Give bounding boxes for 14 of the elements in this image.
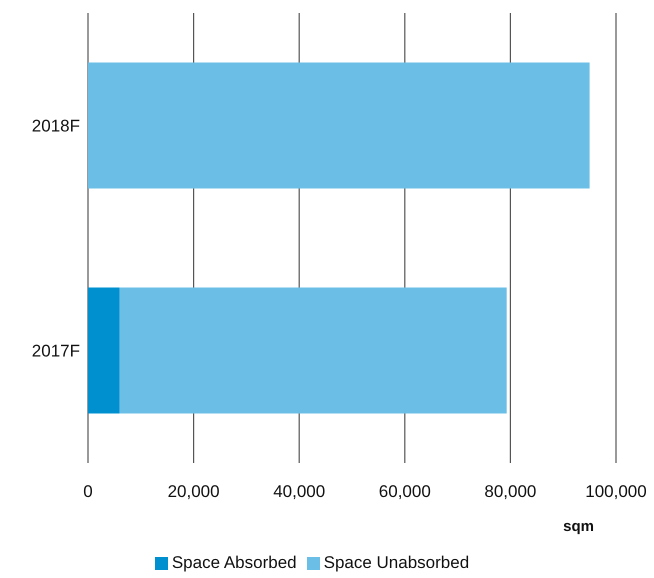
x-tick-label: 40,000	[273, 482, 326, 502]
y-tick-label: 2017F	[32, 342, 80, 361]
x-tick-label: 100,000	[585, 482, 647, 502]
x-tick-label: 0	[83, 482, 93, 502]
bar	[88, 288, 120, 414]
x-tick-label: 80,000	[484, 482, 536, 502]
bar	[88, 62, 590, 188]
y-tick-label: 2018F	[32, 116, 80, 136]
legend-label: Space Absorbed	[172, 553, 297, 572]
x-axis-title: sqm	[563, 518, 594, 535]
x-tick-label: 60,000	[378, 482, 431, 502]
legend-label: Space Unabsorbed	[324, 553, 470, 572]
bar	[120, 288, 507, 414]
x-tick-label: 20,000	[168, 482, 220, 502]
